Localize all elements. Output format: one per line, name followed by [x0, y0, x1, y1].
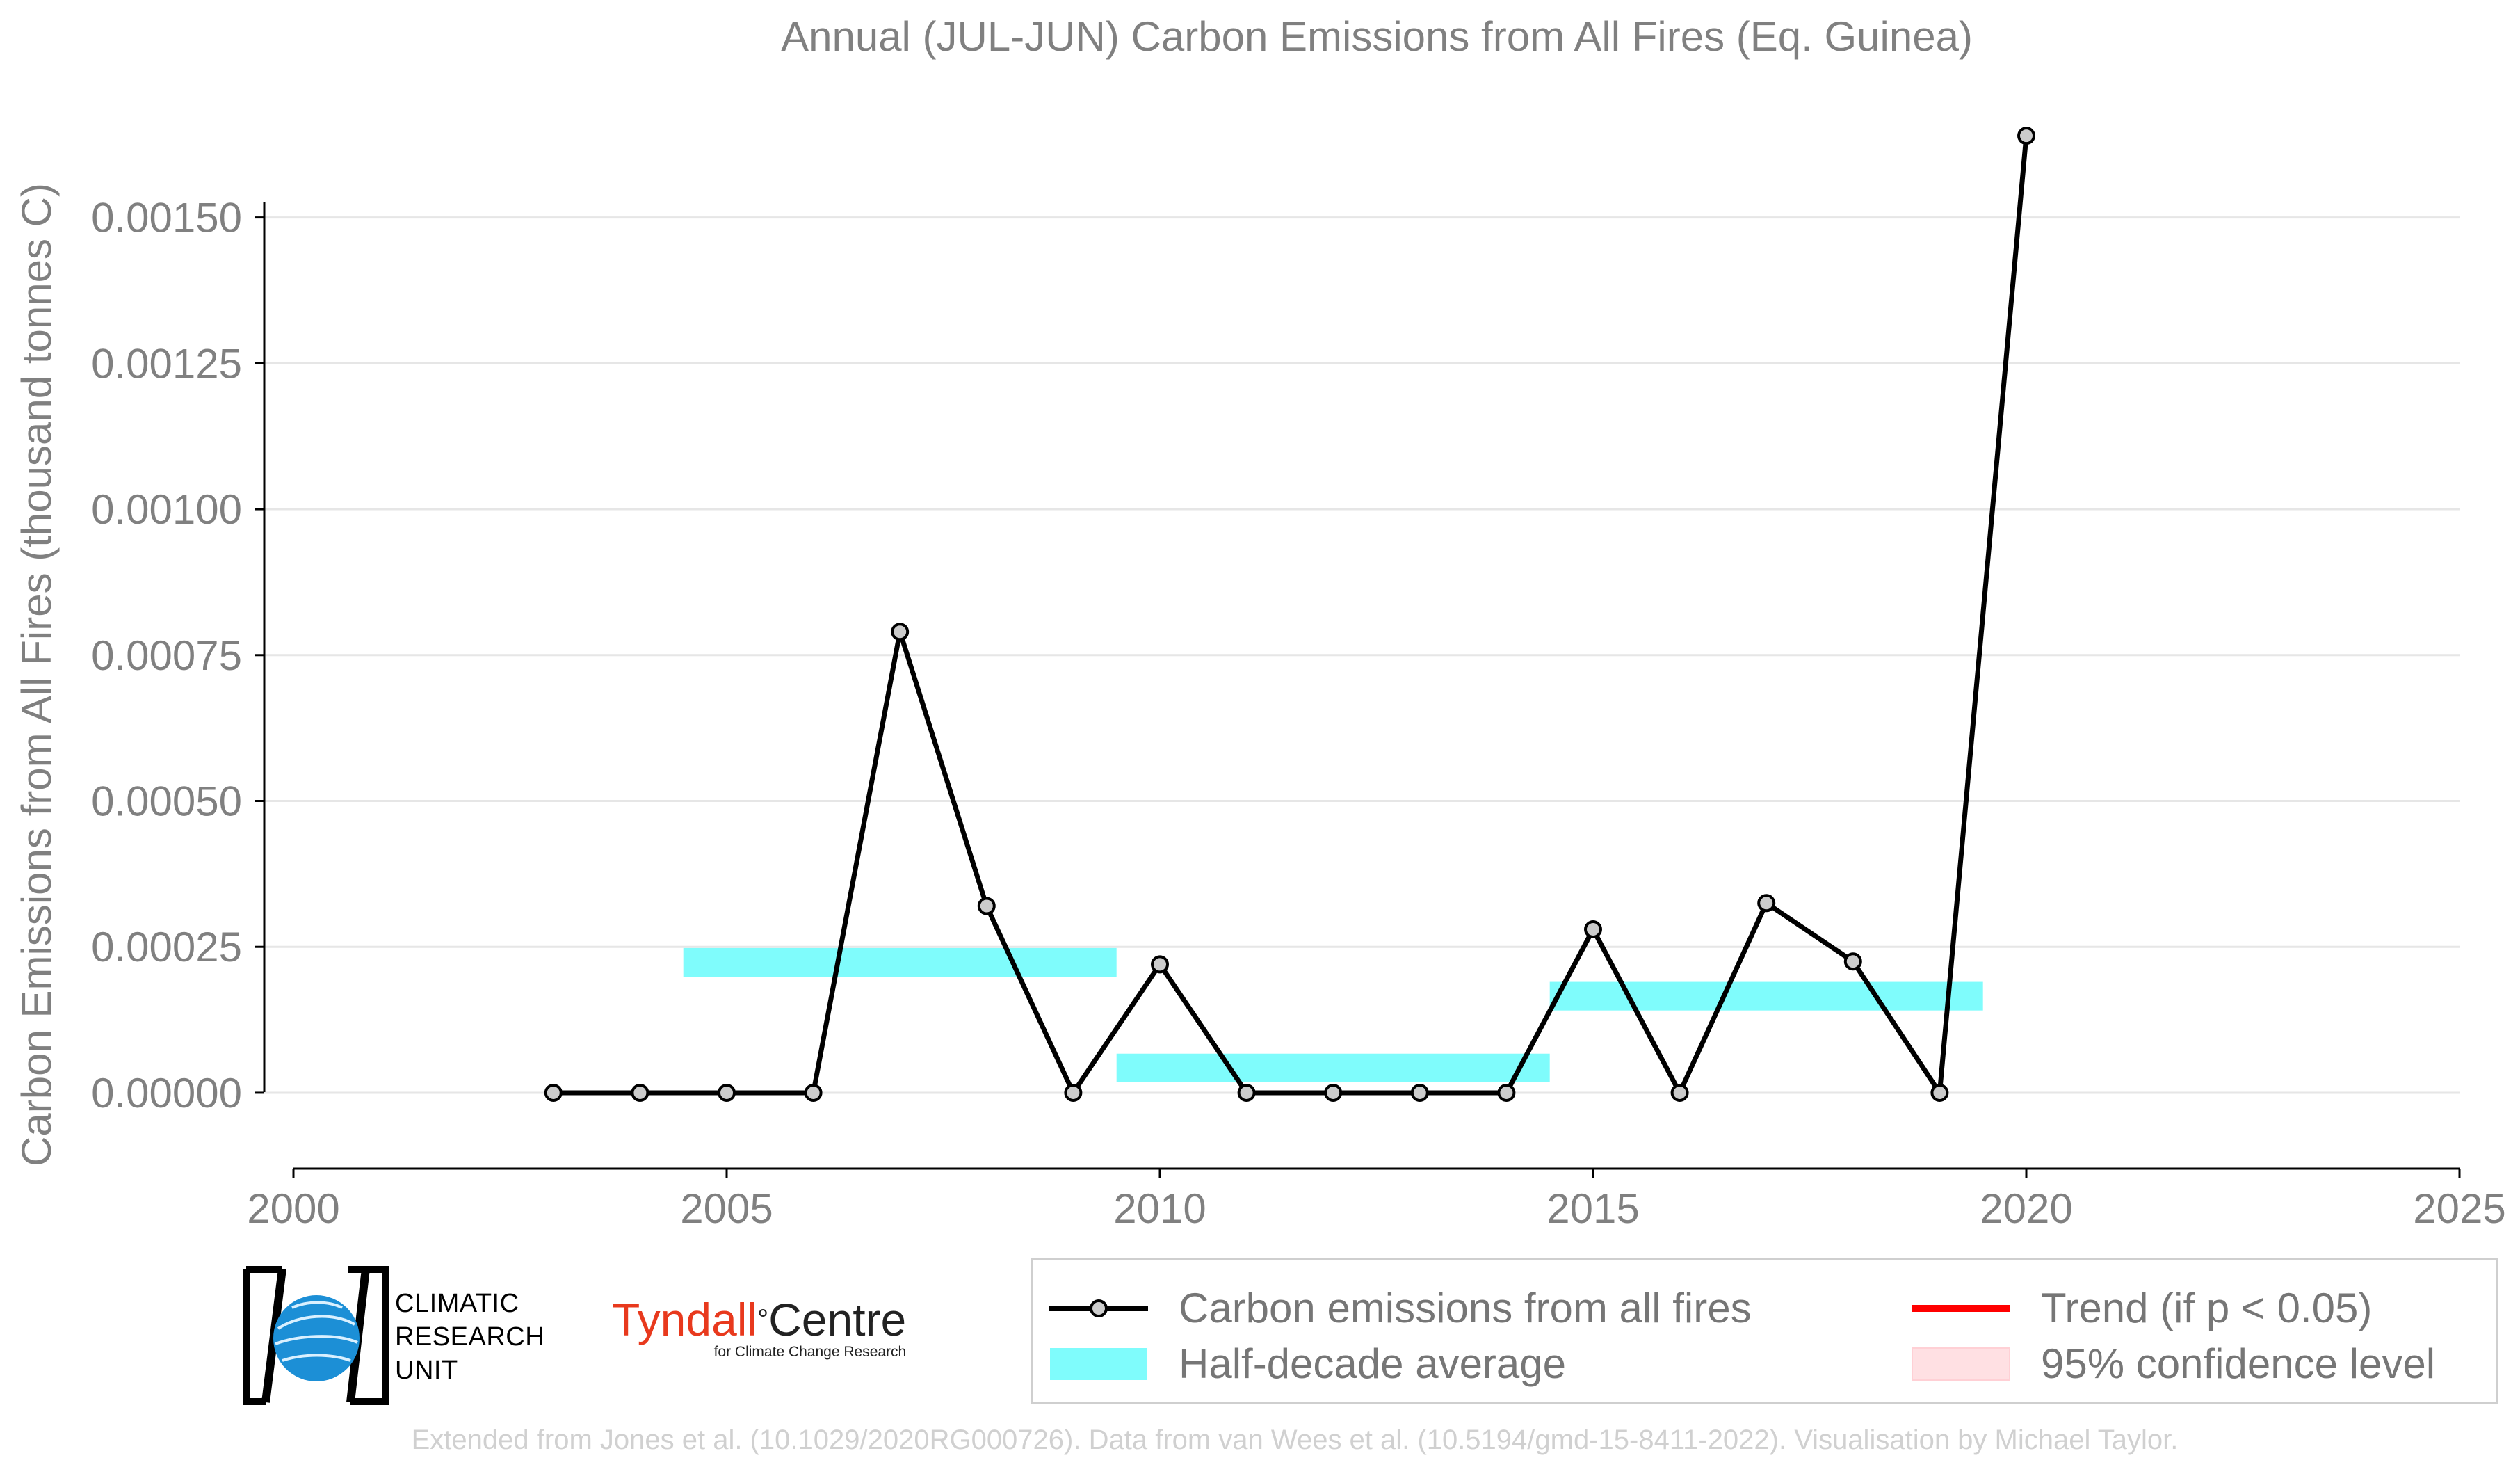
legend: Carbon emissions from all fires Trend (i… [1031, 1258, 2498, 1404]
y-tick-label: 0.00075 [91, 632, 242, 679]
y-axis-label: Carbon Emissions from All Fires (thousan… [13, 183, 60, 1167]
legend-swatch-confidence [1912, 1347, 2010, 1381]
tyndall-black-text: Centre [768, 1294, 907, 1345]
half-decade-band [683, 947, 1117, 977]
y-tick-label: 0.00100 [91, 486, 242, 533]
legend-swatch-emissions [1049, 1299, 1148, 1317]
data-point [1584, 920, 1602, 939]
data-point [544, 1083, 563, 1102]
data-point [1497, 1083, 1516, 1102]
data-point [2017, 127, 2035, 145]
footer-credits: Extended from Jones et al. (10.1029/2020… [411, 1425, 2179, 1455]
x-tick-label: 2020 [1980, 1185, 2072, 1232]
y-tick-label: 0.00125 [91, 340, 242, 387]
legend-swatch-trend [1912, 1305, 2010, 1312]
data-point [1670, 1083, 1689, 1102]
data-point [804, 1083, 823, 1102]
cru-line-1: CLIMATIC [395, 1289, 519, 1318]
legend-label-emissions: Carbon emissions from all fires [1179, 1285, 1752, 1331]
y-tick-label: 0.00050 [91, 778, 242, 825]
y-tick-label: 0.00000 [91, 1070, 242, 1116]
y-tick-label: 0.00150 [91, 195, 242, 241]
data-point [1064, 1083, 1083, 1102]
cru-globe-icon [242, 1265, 391, 1406]
data-point [1930, 1083, 1949, 1102]
legend-label-trend: Trend (if p < 0.05) [2041, 1285, 2373, 1331]
data-point [1410, 1083, 1429, 1102]
tyndall-degree: ° [757, 1304, 769, 1335]
tyndall-subtitle: for Climate Change Research [713, 1344, 907, 1360]
x-tick-label: 2000 [247, 1185, 339, 1232]
y-tick-label: 0.00025 [91, 924, 242, 970]
data-point [891, 623, 910, 641]
tick-labels: 0.00000 0.00025 0.00050 0.00075 0.00100 0.001… [91, 195, 2506, 1232]
legend-label-half-decade: Half-decade average [1179, 1340, 1567, 1387]
data-point [631, 1083, 649, 1102]
series-layer [544, 127, 2035, 1102]
chart: Annual (JUL-JUN) Carbon Emissions from A… [13, 13, 2506, 1232]
data-point [977, 897, 996, 915]
x-tick-label: 2010 [1113, 1185, 1206, 1232]
x-tick-label: 2015 [1546, 1185, 1639, 1232]
cru-line-3: UNIT [395, 1356, 458, 1385]
tyndall-red-text: Tyndall [612, 1294, 758, 1345]
half-decade-band [1116, 1053, 1550, 1082]
data-point [718, 1083, 736, 1102]
cru-line-2: RESEARCH [395, 1322, 545, 1352]
cru-logo-text: CLIMATIC RESEARCH UNIT [395, 1287, 544, 1387]
tyndall-logo: Tyndall°Centre for Climate Change Resear… [612, 1295, 906, 1361]
cru-logo: CLIMATIC RESEARCH UNIT [242, 1265, 570, 1406]
half-decade-band [1549, 981, 1983, 1011]
data-point [1757, 894, 1776, 913]
tyndall-wordmark: Tyndall°Centre [612, 1295, 906, 1344]
x-tick-label: 2005 [680, 1185, 773, 1232]
series-line-emissions [553, 135, 2029, 1096]
x-tick-label: 2025 [2413, 1185, 2505, 1232]
legend-label-confidence: 95% confidence level [2041, 1340, 2436, 1387]
data-point [1324, 1083, 1343, 1102]
data-point [1237, 1083, 1256, 1102]
data-point [1151, 955, 1169, 974]
gridlines [264, 216, 2460, 1094]
data-point [1843, 952, 1862, 971]
legend-swatch-half-decade [1050, 1348, 1147, 1380]
axes [255, 202, 2461, 1178]
half-decade-bands [683, 947, 1983, 1082]
chart-title: Annual (JUL-JUN) Carbon Emissions from A… [781, 13, 1973, 60]
